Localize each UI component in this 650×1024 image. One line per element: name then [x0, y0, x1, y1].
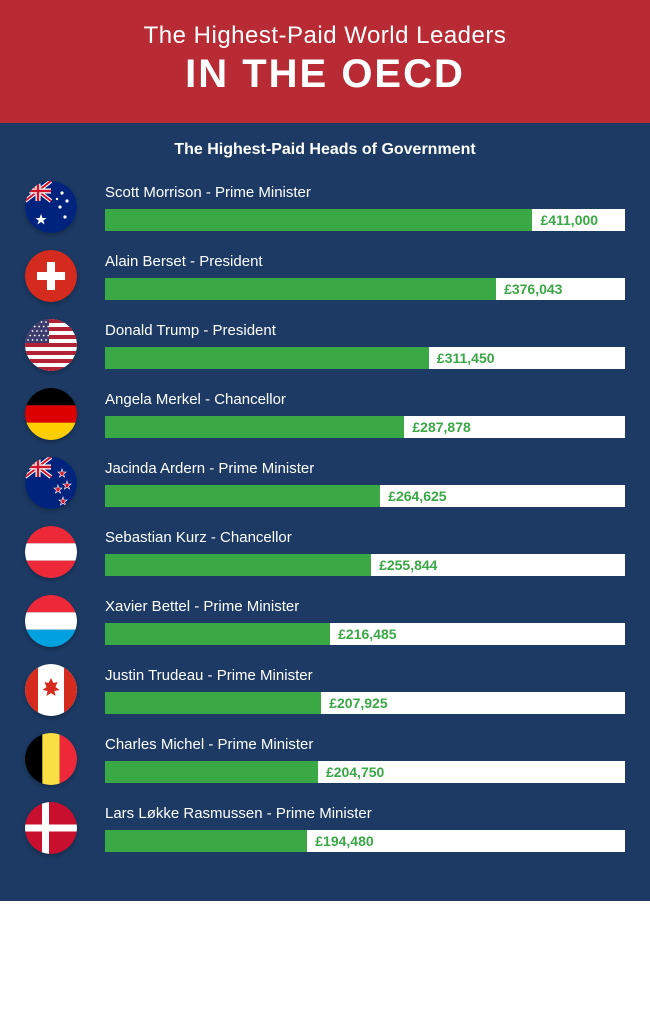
leader-entry: Scott Morrison - Prime Minister £411,000 — [105, 184, 625, 231]
bar-fill — [105, 761, 318, 783]
flag-icon — [25, 250, 77, 302]
flag-icon — [25, 388, 77, 440]
leader-row: Donald Trump - President £311,450 — [25, 319, 625, 371]
bar-value: £255,844 — [371, 554, 437, 576]
chart-area: The Highest-Paid Heads of Government Sco… — [0, 123, 650, 901]
bar-fill — [105, 209, 532, 231]
leader-row: Xavier Bettel - Prime Minister £216,485 — [25, 595, 625, 647]
leader-row: Sebastian Kurz - Chancellor £255,844 — [25, 526, 625, 578]
bar-track: £207,925 — [105, 692, 625, 714]
leader-row: Scott Morrison - Prime Minister £411,000 — [25, 181, 625, 233]
flag-icon — [25, 319, 77, 371]
leader-row: Charles Michel - Prime Minister £204,750 — [25, 733, 625, 785]
bar-fill — [105, 623, 330, 645]
bar-track: £287,878 — [105, 416, 625, 438]
leader-row: Alain Berset - President £376,043 — [25, 250, 625, 302]
leader-label: Xavier Bettel - Prime Minister — [105, 598, 625, 615]
bar-value: £311,450 — [429, 347, 495, 369]
bar-value: £287,878 — [404, 416, 470, 438]
bar-track: £204,750 — [105, 761, 625, 783]
leader-label: Sebastian Kurz - Chancellor — [105, 529, 625, 546]
leader-entry: Alain Berset - President £376,043 — [105, 253, 625, 300]
leader-entry: Angela Merkel - Chancellor £287,878 — [105, 391, 625, 438]
leader-label: Jacinda Ardern - Prime Minister — [105, 460, 625, 477]
bar-fill — [105, 830, 307, 852]
leader-entry: Lars Løkke Rasmussen - Prime Minister £1… — [105, 805, 625, 852]
bar-track: £411,000 — [105, 209, 625, 231]
bar-track: £376,043 — [105, 278, 625, 300]
flag-icon — [25, 457, 77, 509]
leader-row: Angela Merkel - Chancellor £287,878 — [25, 388, 625, 440]
bar-fill — [105, 416, 404, 438]
bar-fill — [105, 692, 321, 714]
header-title-line1: The Highest-Paid World Leaders — [20, 22, 630, 50]
leader-entry: Donald Trump - President £311,450 — [105, 322, 625, 369]
flag-icon — [25, 733, 77, 785]
flag-icon — [25, 595, 77, 647]
bar-value: £216,485 — [330, 623, 396, 645]
leader-row: Jacinda Ardern - Prime Minister £264,625 — [25, 457, 625, 509]
bar-fill — [105, 347, 429, 369]
flag-icon — [25, 664, 77, 716]
bar-value: £376,043 — [496, 278, 562, 300]
bar-track: £311,450 — [105, 347, 625, 369]
bar-value: £411,000 — [532, 209, 598, 231]
leader-label: Scott Morrison - Prime Minister — [105, 184, 625, 201]
header-title-line2: IN THE OECD — [20, 52, 630, 97]
leader-entry: Jacinda Ardern - Prime Minister £264,625 — [105, 460, 625, 507]
bar-value: £204,750 — [318, 761, 384, 783]
bar-value: £264,625 — [380, 485, 446, 507]
leader-label: Alain Berset - President — [105, 253, 625, 270]
leader-row: Lars Løkke Rasmussen - Prime Minister £1… — [25, 802, 625, 854]
header: The Highest-Paid World Leaders IN THE OE… — [0, 0, 650, 123]
flag-icon — [25, 181, 77, 233]
leader-entry: Justin Trudeau - Prime Minister £207,925 — [105, 667, 625, 714]
flag-icon — [25, 802, 77, 854]
bar-fill — [105, 278, 496, 300]
bar-fill — [105, 554, 371, 576]
flag-icon — [25, 526, 77, 578]
bar-fill — [105, 485, 380, 507]
leader-entry: Xavier Bettel - Prime Minister £216,485 — [105, 598, 625, 645]
bar-list: Scott Morrison - Prime Minister £411,000… — [25, 181, 625, 854]
leader-entry: Charles Michel - Prime Minister £204,750 — [105, 736, 625, 783]
leader-label: Angela Merkel - Chancellor — [105, 391, 625, 408]
bar-value: £207,925 — [321, 692, 387, 714]
chart-subtitle: The Highest-Paid Heads of Government — [25, 141, 625, 159]
leader-label: Charles Michel - Prime Minister — [105, 736, 625, 753]
leader-label: Lars Løkke Rasmussen - Prime Minister — [105, 805, 625, 822]
bar-track: £216,485 — [105, 623, 625, 645]
leader-label: Justin Trudeau - Prime Minister — [105, 667, 625, 684]
leader-entry: Sebastian Kurz - Chancellor £255,844 — [105, 529, 625, 576]
bar-track: £255,844 — [105, 554, 625, 576]
bar-track: £264,625 — [105, 485, 625, 507]
leader-label: Donald Trump - President — [105, 322, 625, 339]
leader-row: Justin Trudeau - Prime Minister £207,925 — [25, 664, 625, 716]
bar-track: £194,480 — [105, 830, 625, 852]
bar-value: £194,480 — [307, 830, 373, 852]
